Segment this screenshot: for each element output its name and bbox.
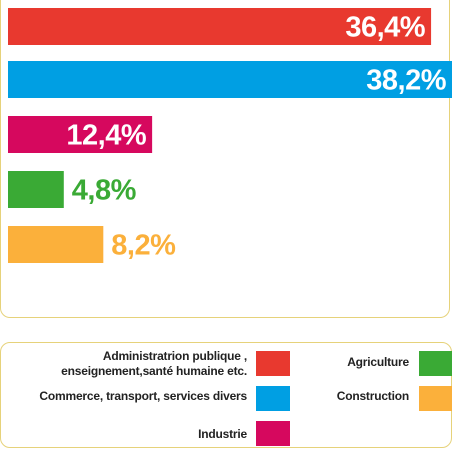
value-label: 12,4% [66, 120, 146, 152]
value-label: 38,2% [366, 65, 446, 97]
legend-label: Construction [336, 389, 409, 403]
value-label: 4,8% [72, 175, 137, 207]
legend-label: Administratrion publique , enseignement,… [61, 349, 247, 378]
legend-label: Agriculture [347, 355, 409, 369]
legend-label: Industrie [198, 427, 247, 441]
legend-label: Commerce, transport, services divers [39, 389, 247, 403]
value-label: 36,4% [345, 12, 425, 44]
legend-swatch [256, 421, 290, 446]
bar [8, 226, 104, 263]
bar [8, 116, 153, 153]
legend-swatch [256, 351, 290, 376]
chart: 36,4% 38,2% 12,4% 4,8% 8,2% [8, 8, 452, 263]
bar [8, 171, 64, 208]
legend-swatch [419, 386, 452, 411]
legend-swatch [419, 351, 452, 376]
chart-panel [0, 0, 450, 318]
legend: Administratrion publique , enseignement,… [0, 342, 452, 448]
bar [8, 8, 432, 45]
value-label: 8,2% [111, 230, 176, 262]
legend-swatch [256, 386, 290, 411]
bar [8, 61, 452, 98]
